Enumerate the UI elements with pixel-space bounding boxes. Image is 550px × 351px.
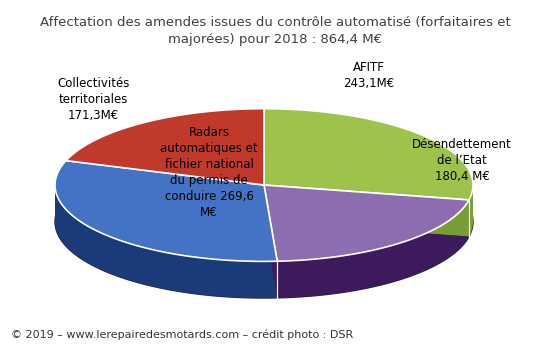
Polygon shape [264,185,469,261]
Polygon shape [55,161,277,261]
Text: Désendettement
de l’Etat
180,4 M€: Désendettement de l’Etat 180,4 M€ [412,138,512,183]
Polygon shape [55,145,473,298]
Text: AFITF
243,1M€: AFITF 243,1M€ [343,61,394,90]
Polygon shape [264,185,469,298]
Polygon shape [264,109,473,200]
Text: Radars
automatiques et
fichier national
du permis de
conduire 269,6
M€: Radars automatiques et fichier national … [160,126,258,219]
Text: Affectation des amendes issues du contrôle automatisé (forfaitaires et
majorées): Affectation des amendes issues du contrô… [40,15,510,46]
Polygon shape [66,109,264,185]
Polygon shape [55,185,277,298]
Text: © 2019 – www.lerepairedesmotards.com – crédit photo : DSR: © 2019 – www.lerepairedesmotards.com – c… [11,330,353,340]
Polygon shape [264,185,473,237]
Text: Collectivités
territoriales
171,3M€: Collectivités territoriales 171,3M€ [57,77,130,122]
